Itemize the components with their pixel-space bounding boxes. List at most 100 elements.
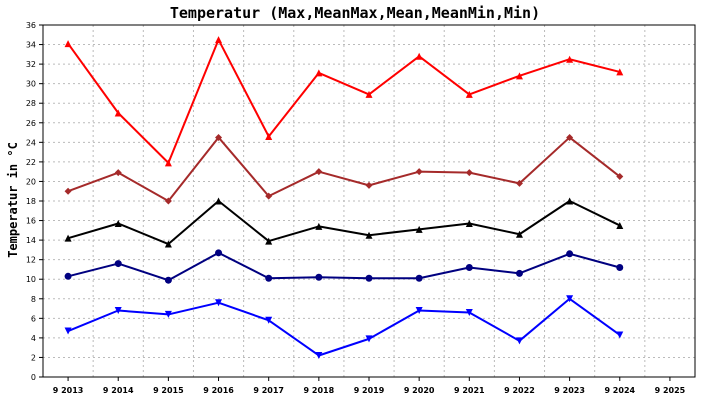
series-line <box>67 200 621 246</box>
data-point <box>415 274 423 282</box>
data-point <box>315 69 323 77</box>
data-point <box>365 181 373 189</box>
series-2 <box>64 197 624 248</box>
y-tick-label: 10 <box>26 275 36 284</box>
y-tick-label: 26 <box>26 119 36 128</box>
series-4 <box>64 295 624 359</box>
y-tick-label: 8 <box>31 295 36 304</box>
data-point <box>566 295 574 303</box>
data-point <box>265 132 273 140</box>
data-point <box>415 225 423 233</box>
series-0 <box>64 36 624 167</box>
data-point <box>315 168 323 176</box>
data-point <box>215 197 223 205</box>
data-point <box>616 263 624 271</box>
x-ticks: 9 2013 9 2014 9 2015 9 2016 9 2017 9 2018 9 20… <box>53 377 686 395</box>
data-point <box>365 335 373 343</box>
data-point <box>515 179 523 187</box>
data-point <box>164 310 172 318</box>
data-point <box>64 40 72 48</box>
data-point <box>315 273 323 281</box>
y-tick-label: 22 <box>26 158 36 167</box>
data-point <box>215 133 223 141</box>
y-tick-label: 4 <box>31 334 36 343</box>
x-tick-label: 9 2024 <box>604 386 635 395</box>
data-point <box>64 327 72 335</box>
x-tick-label: 9 2015 <box>153 386 184 395</box>
x-tick-label: 9 2014 <box>103 386 134 395</box>
data-point <box>515 269 523 277</box>
y-tick-label: 24 <box>26 138 36 147</box>
series-3 <box>64 249 624 284</box>
data-point <box>465 90 473 98</box>
data-point <box>566 133 574 141</box>
data-point <box>365 90 373 98</box>
series-line <box>67 38 621 164</box>
data-point <box>465 219 473 227</box>
data-point <box>465 169 473 177</box>
grid <box>43 24 695 377</box>
data-point <box>64 234 72 242</box>
data-point <box>215 249 223 257</box>
data-point <box>515 337 523 345</box>
data-point <box>515 72 523 80</box>
series-line <box>67 136 621 202</box>
data-point <box>265 237 273 245</box>
data-point <box>566 55 574 63</box>
data-point <box>265 316 273 324</box>
y-tick-label: 2 <box>31 353 36 362</box>
data-point <box>365 231 373 239</box>
y-tick-label: 0 <box>31 373 36 382</box>
data-point <box>164 276 172 284</box>
x-tick-label: 9 2016 <box>203 386 234 395</box>
data-point <box>616 68 624 76</box>
data-point <box>114 307 122 315</box>
series-layer <box>64 36 624 359</box>
y-tick-label: 36 <box>26 21 36 30</box>
data-point <box>114 219 122 227</box>
x-tick-label: 9 2019 <box>354 386 385 395</box>
series-1 <box>64 133 624 205</box>
data-point <box>64 187 72 195</box>
y-tick-label: 32 <box>26 60 36 69</box>
chart-title: Temperatur (Max,MeanMax,Mean,MeanMin,Min… <box>170 4 540 22</box>
x-tick-label: 9 2023 <box>554 386 585 395</box>
data-point <box>566 197 574 205</box>
x-tick-label: 9 2022 <box>504 386 535 395</box>
data-point <box>616 221 624 229</box>
data-point <box>114 260 122 268</box>
y-tick-label: 6 <box>31 314 36 323</box>
x-tick-label: 9 2018 <box>304 386 335 395</box>
data-point <box>265 192 273 200</box>
x-tick-label: 9 2013 <box>53 386 84 395</box>
y-tick-label: 34 <box>26 41 36 50</box>
data-point <box>415 307 423 315</box>
series-line <box>67 251 621 282</box>
data-point <box>164 159 172 167</box>
y-tick-label: 20 <box>26 177 36 186</box>
series-line <box>67 297 621 357</box>
data-point <box>164 240 172 248</box>
y-tick-label: 18 <box>26 197 36 206</box>
y-axis-label: Temperatur in °C <box>6 142 20 258</box>
y-tick-label: 28 <box>26 99 36 108</box>
data-point <box>315 222 323 230</box>
data-point <box>515 230 523 238</box>
x-tick-label: 9 2020 <box>404 386 435 395</box>
data-point <box>64 272 72 280</box>
data-point <box>114 109 122 117</box>
data-point <box>566 250 574 258</box>
x-tick-label: 9 2021 <box>454 386 485 395</box>
x-tick-label: 9 2017 <box>253 386 284 395</box>
data-point <box>465 308 473 316</box>
data-point <box>465 263 473 271</box>
x-tick-label: 9 2025 <box>655 386 686 395</box>
data-point <box>114 169 122 177</box>
y-tick-label: 12 <box>26 256 36 265</box>
y-tick-label: 16 <box>26 217 36 226</box>
data-point <box>415 168 423 176</box>
data-point <box>315 351 323 359</box>
data-point <box>616 331 624 339</box>
